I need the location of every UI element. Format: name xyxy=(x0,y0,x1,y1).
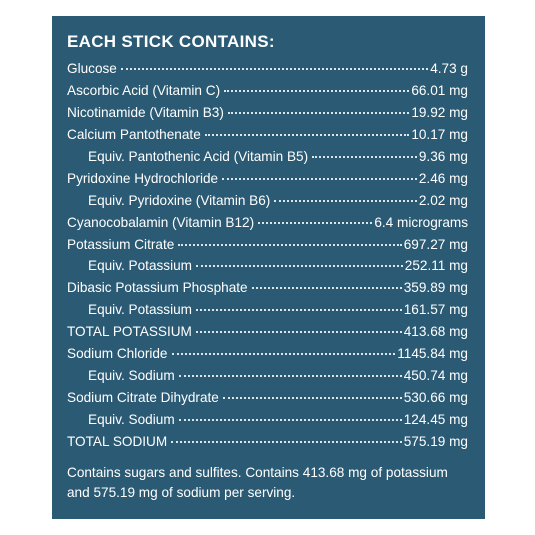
dot-leader xyxy=(222,177,417,180)
dot-leader xyxy=(227,111,410,114)
amount: 252.11 mg xyxy=(404,258,468,274)
amount: 450.74 mg xyxy=(403,368,468,384)
amount: 10.17 mg xyxy=(411,126,468,142)
ingredient-name: Equiv. Potassium xyxy=(88,258,193,274)
ingredient-name: Ascorbic Acid (Vitamin C) xyxy=(67,82,221,98)
sub-row: Equiv. Potassium 252.11 mg xyxy=(67,255,468,277)
ingredient-row: Calcium Pantothenate 10.17 mg xyxy=(67,124,468,146)
dot-leader xyxy=(178,243,402,246)
ingredient-row: Dibasic Potassium Phosphate 359.89 mg xyxy=(67,277,468,299)
amount: 530.66 mg xyxy=(403,390,468,406)
amount: 19.92 mg xyxy=(411,104,468,120)
amount: 161.57 mg xyxy=(403,302,468,318)
dot-leader xyxy=(312,155,417,158)
sub-row: Equiv. Sodium 450.74 mg xyxy=(67,365,468,387)
ingredient-row: Sodium Chloride 1145.84 mg xyxy=(67,343,468,365)
ingredient-name: TOTAL SODIUM xyxy=(67,433,168,449)
amount: 359.89 mg xyxy=(403,280,468,296)
amount: 413.68 mg xyxy=(403,324,468,340)
ingredient-name: Cyanocobalamin (Vitamin B12) xyxy=(67,214,255,230)
title: EACH STICK CONTAINS: xyxy=(67,32,275,51)
ingredient-name: Sodium Chloride xyxy=(67,346,168,362)
ingredient-row: Potassium Citrate 697.27 mg xyxy=(67,234,468,256)
sub-row: Equiv. Pantothenic Acid (Vitamin B5) 9.36… xyxy=(67,146,468,168)
sub-row: Equiv. Potassium 161.57 mg xyxy=(67,299,468,321)
note: Contains sugars and sulfites. Contains 4… xyxy=(67,464,448,500)
amount: 9.36 mg xyxy=(418,148,468,164)
amount: 6.4 micrograms xyxy=(374,214,468,230)
amount: 575.19 mg xyxy=(403,433,468,449)
dot-leader xyxy=(178,375,402,378)
dot-leader xyxy=(251,287,402,290)
dot-leader xyxy=(196,265,403,268)
ingredient-row: TOTAL POTASSIUM 413.68 mg xyxy=(67,321,468,343)
amount: 124.45 mg xyxy=(403,412,468,427)
ingredient-name: Potassium Citrate xyxy=(67,236,175,252)
sub-row: Equiv. Sodium 124.45 mg xyxy=(67,409,468,431)
ingredient-list: Glucose 4.73 g Ascorbic Acid (Vitamin C) 66… xyxy=(67,58,468,453)
dot-leader xyxy=(258,221,373,224)
ingredient-row: Nicotinamide (Vitamin B3) 19.92 mg xyxy=(67,102,468,124)
dot-leader xyxy=(196,309,402,312)
ingredient-name: Sodium Citrate Dihydrate xyxy=(67,390,219,406)
ingredient-name: Calcium Pantothenate xyxy=(67,126,201,142)
ingredient-row: Cyanocobalamin (Vitamin B12) 6.4 microgra… xyxy=(67,212,468,234)
dot-leader xyxy=(195,331,402,334)
ingredient-name: Nicotinamide (Vitamin B3) xyxy=(67,104,224,120)
dot-leader xyxy=(204,133,410,136)
ingredient-name: Equiv. Sodium xyxy=(88,412,175,427)
ingredient-row: Ascorbic Acid (Vitamin C) 66.01 mg xyxy=(67,80,468,102)
ingredient-name: TOTAL POTASSIUM xyxy=(67,324,192,340)
label-panel: EACH STICK CONTAINS: Glucose 4.73 g Ascorb… xyxy=(52,16,485,519)
dot-leader xyxy=(120,68,429,70)
amount: 2.46 mg xyxy=(418,170,468,186)
ingredient-name: Glucose xyxy=(67,61,117,76)
ingredient-name: Equiv. Sodium xyxy=(88,368,175,384)
ingredient-row: TOTAL SODIUM 575.19 mg xyxy=(67,431,468,453)
amount: 2.02 mg xyxy=(418,192,468,208)
ingredient-name: Pyridoxine Hydrochloride xyxy=(67,170,219,186)
ingredient-name: Equiv. Pyridoxine (Vitamin B6) xyxy=(88,192,271,208)
ingredient-row: Glucose 4.73 g xyxy=(67,58,468,80)
amount: 1145.84 mg xyxy=(397,346,468,362)
dot-leader xyxy=(274,199,417,202)
dot-leader xyxy=(171,440,402,443)
ingredient-name: Equiv. Potassium xyxy=(88,302,193,318)
ingredient-name: Equiv. Pantothenic Acid (Vitamin B5) xyxy=(88,148,309,164)
dot-leader xyxy=(171,353,396,356)
dot-leader xyxy=(224,89,410,92)
amount: 4.73 g xyxy=(430,61,468,76)
amount: 697.27 mg xyxy=(403,236,468,252)
dot-leader xyxy=(222,397,402,400)
dot-leader xyxy=(178,419,402,421)
ingredient-name: Dibasic Potassium Phosphate xyxy=(67,280,248,296)
amount: 66.01 mg xyxy=(411,82,468,98)
sub-row: Equiv. Pyridoxine (Vitamin B6) 2.02 mg xyxy=(67,190,468,212)
ingredient-row: Pyridoxine Hydrochloride 2.46 mg xyxy=(67,168,468,190)
ingredient-row: Sodium Citrate Dihydrate 530.66 mg xyxy=(67,387,468,409)
